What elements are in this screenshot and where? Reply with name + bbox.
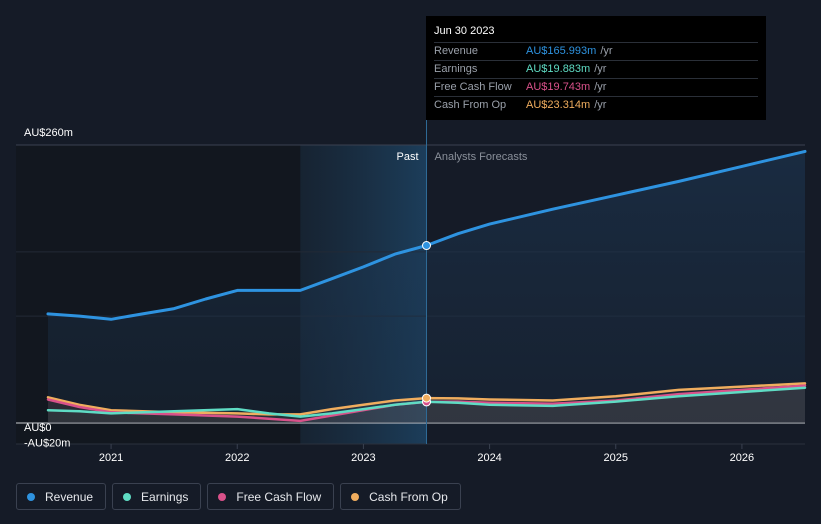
tooltip-cfo-label: Cash From Op [434,99,507,111]
y-axis-labels: AU$260m AU$0 -AU$20m [24,127,73,449]
free-cash-flow-dot-icon [218,492,227,501]
legend-cfo-label: Cash From Op [369,489,448,504]
legend-revenue-label: Revenue [45,489,94,504]
revenue-line [46,149,807,321]
x-tick-label: 2022 [225,452,249,464]
tooltip-revenue-unit: /yr [600,45,613,57]
legend-earnings-label: Earnings [141,489,189,504]
legend-item-revenue[interactable]: Revenue [16,483,107,510]
y-axis-label: -AU$20m [24,437,70,449]
earnings-line [46,386,807,418]
tooltip-fcf-value: AU$19.743m [526,81,591,93]
cash-from-op-marker [422,393,431,403]
forecast-label: Analysts Forecasts [435,151,528,163]
tooltip-earnings-label: Earnings [434,63,478,75]
tooltip-row-earnings: Earnings AU$19.883m /yr [434,60,758,78]
tooltip-earnings-value: AU$19.883m [526,63,591,75]
past-label: Past [396,151,418,163]
legend-item-cash-from-op[interactable]: Cash From Op [340,483,461,510]
legend-item-free-cash-flow[interactable]: Free Cash Flow [207,483,335,510]
x-tick-label: 2024 [477,452,501,464]
tooltip-fcf-label: Free Cash Flow [434,81,512,93]
x-tick-label: 2023 [351,452,375,464]
y-axis-label: AU$0 [24,422,52,434]
x-tick-label: 2026 [730,452,754,464]
tooltip-revenue-value: AU$165.993m [526,45,597,57]
revenue-marker [422,241,431,251]
earnings-dot-icon [123,492,132,501]
legend-fcf-label: Free Cash Flow [236,489,322,504]
revenue-dot-icon [27,492,35,501]
tooltip-date: Jun 30 2023 [434,25,495,37]
series-lines [46,149,807,423]
tooltip-row-cash-from-op: Cash From Op AU$23.314m /yr [434,96,758,114]
tooltip-fcf-unit: /yr [594,81,607,93]
x-tick-label: 2025 [604,452,628,464]
tooltip-row-revenue: Revenue AU$165.993m /yr [434,42,758,60]
tooltip-cfo-value: AU$23.314m [526,99,591,111]
cash-from-op-dot-icon [351,492,360,501]
tooltip-row-free-cash-flow: Free Cash Flow AU$19.743m /yr [434,78,758,96]
hover-markers [422,241,431,407]
tooltip-earnings-unit: /yr [594,63,607,75]
legend: Revenue Earnings Free Cash Flow Cash Fro… [16,483,461,510]
tooltip-cfo-unit: /yr [594,99,607,111]
tooltip-panel: Jun 30 2023 Revenue AU$165.993m /yr Earn… [426,16,766,120]
legend-item-earnings[interactable]: Earnings [112,483,202,510]
x-tick-label: 2021 [99,452,123,464]
tooltip-revenue-label: Revenue [434,45,479,57]
x-axis-labels: 2021 2022 2023 2024 2025 2026 [99,444,754,464]
y-axis-label: AU$260m [24,127,73,139]
